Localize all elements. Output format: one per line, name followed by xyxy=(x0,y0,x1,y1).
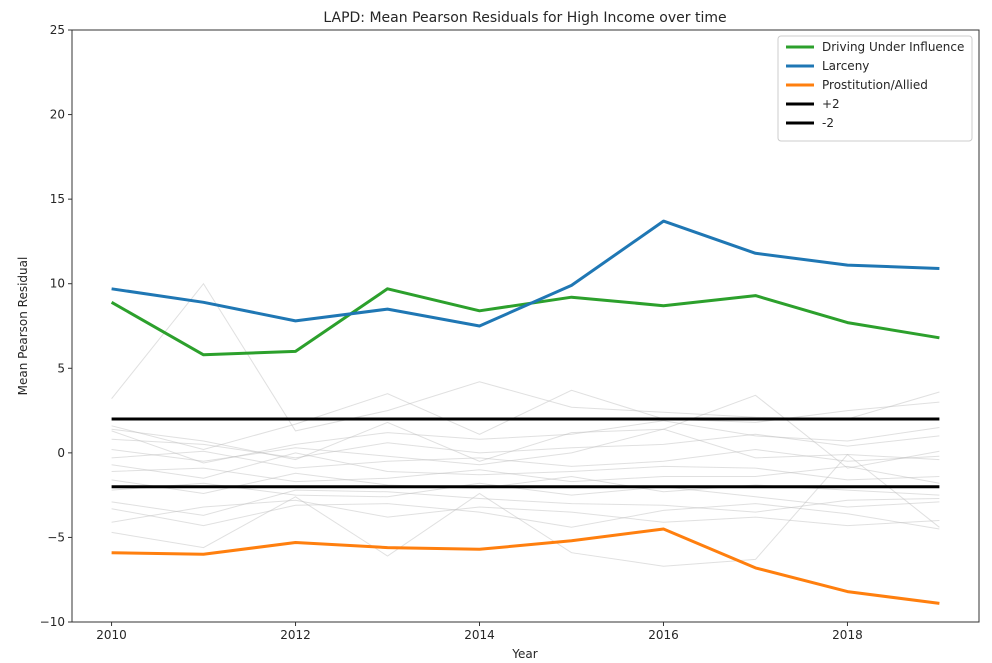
chart-title: LAPD: Mean Pearson Residuals for High In… xyxy=(323,10,726,26)
background-series-line-14 xyxy=(111,453,940,567)
y-tick-label-2: −5 xyxy=(47,530,65,544)
x-tick-label-5: 2018 xyxy=(832,628,863,642)
y-tick-label-6: 15 xyxy=(50,192,65,206)
y-tick-label-1: −10 xyxy=(40,615,65,629)
plot-frame xyxy=(71,29,980,623)
background-series-line-8 xyxy=(111,465,940,484)
background-series-line-13 xyxy=(111,499,940,527)
x-tick-label-4: 2016 xyxy=(648,628,679,642)
legend-label-2: Larceny xyxy=(822,59,869,73)
x-tick-label-3: 2014 xyxy=(464,628,495,642)
legend-label-4: +2 xyxy=(822,97,840,111)
background-series-line-11 xyxy=(111,489,940,516)
background-series-line-3 xyxy=(111,420,940,464)
x-tick-label-1: 2010 xyxy=(96,628,127,642)
background-series-line-7 xyxy=(111,452,940,481)
background-series-group xyxy=(111,282,940,567)
background-series-line-5 xyxy=(111,428,940,466)
series-line-2 xyxy=(111,219,940,328)
series-line-1 xyxy=(110,287,940,357)
y-tick-label-3: 0 xyxy=(57,446,65,460)
main-series-group xyxy=(110,219,940,605)
legend-box xyxy=(777,35,973,142)
y-tick-label-7: 20 xyxy=(50,108,65,122)
background-series-line-10 xyxy=(111,482,940,508)
y-tick-label-4: 5 xyxy=(57,361,65,375)
background-series-line-4 xyxy=(111,433,940,459)
background-series-line-6 xyxy=(111,448,940,469)
background-series-line-12 xyxy=(111,503,940,530)
x-tick-label-2: 2012 xyxy=(280,628,311,642)
y-tick-label-5: 10 xyxy=(50,277,65,291)
y-axis: −10 −5 0 5 10 15 20 25 xyxy=(40,23,72,629)
y-axis-label: Mean Pearson Residual xyxy=(16,257,30,396)
legend-label-1: Driving Under Influence xyxy=(822,40,964,54)
legend: Driving Under Influence Larceny Prostituti… xyxy=(777,35,973,142)
y-tick-label-8: 25 xyxy=(50,23,65,37)
x-axis: 2010 2012 2014 2016 2018 xyxy=(96,622,863,642)
legend-label-3: Prostitution/Allied xyxy=(822,78,928,92)
background-series-line-15 xyxy=(111,394,940,469)
legend-label-5: -2 xyxy=(822,116,834,130)
x-axis-label: Year xyxy=(511,647,537,661)
series-line-3 xyxy=(111,527,940,605)
background-series-line-2 xyxy=(111,389,940,451)
